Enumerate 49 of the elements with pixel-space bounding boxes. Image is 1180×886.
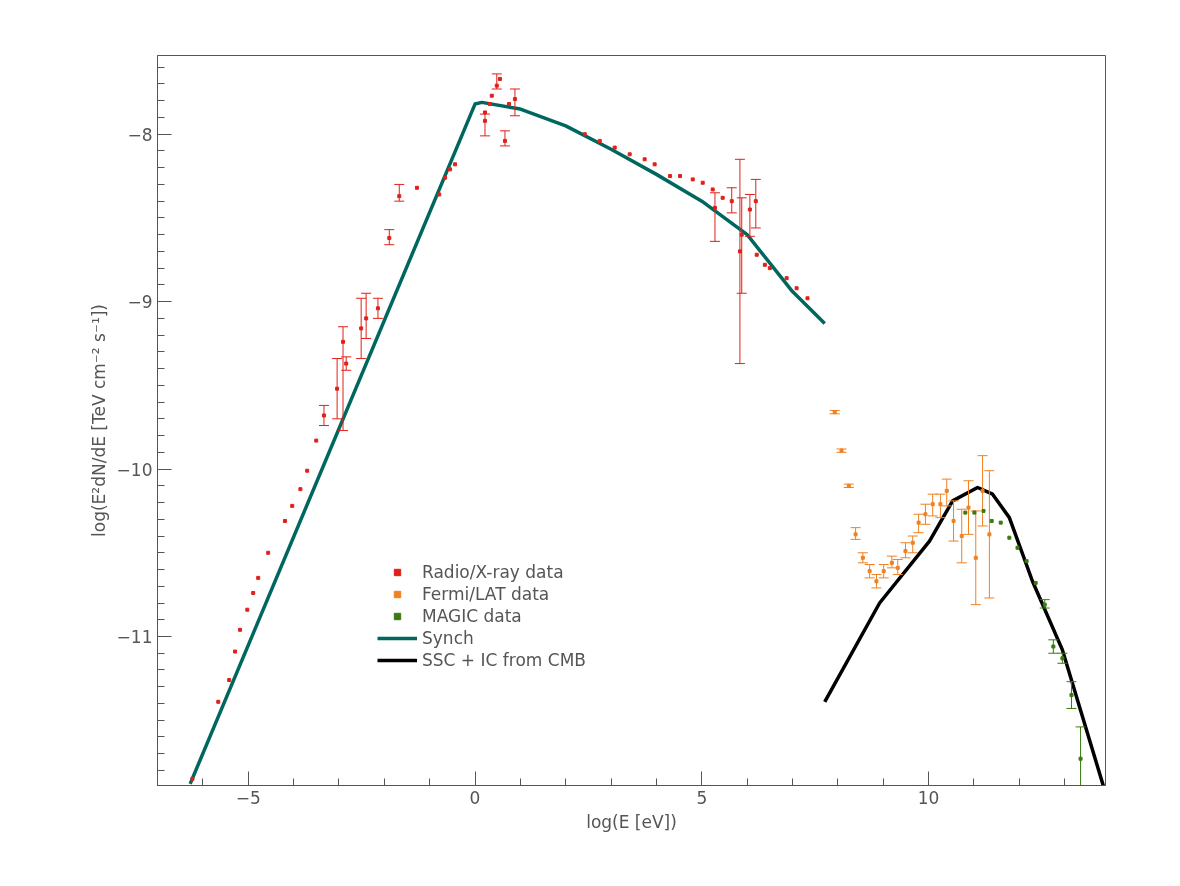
y-tick-label: −9 <box>127 292 153 313</box>
y-tick-label: −8 <box>127 124 153 145</box>
x-tick-label: 0 <box>469 787 481 808</box>
point <box>903 549 908 554</box>
point <box>881 569 886 574</box>
point <box>930 502 935 507</box>
point <box>916 520 921 525</box>
line-series <box>822 485 1105 786</box>
x-tick-label: −5 <box>235 787 261 808</box>
point <box>1015 545 1020 550</box>
point <box>938 502 943 507</box>
point <box>1033 580 1038 585</box>
point <box>874 579 879 584</box>
x-tick-label: 5 <box>696 787 708 808</box>
point <box>1060 656 1065 661</box>
point <box>963 510 968 515</box>
point <box>1051 644 1056 649</box>
point <box>889 560 894 565</box>
point <box>972 510 977 515</box>
y-axis-title: log(E²dN/dE [TeV cm⁻² s⁻¹]) <box>88 304 109 537</box>
point <box>987 532 992 537</box>
point <box>1024 559 1029 564</box>
point <box>867 569 872 574</box>
y-tick-label: −11 <box>116 626 153 647</box>
x-tick-label: 10 <box>917 787 940 808</box>
legend-label: MAGIC data <box>422 606 522 626</box>
point <box>973 555 978 560</box>
point <box>959 534 964 539</box>
point <box>966 505 971 510</box>
legend-label: Fermi/LAT data <box>422 584 550 604</box>
point <box>1069 693 1074 698</box>
point <box>980 488 985 493</box>
point <box>944 488 949 493</box>
point <box>853 532 858 537</box>
y-tick-label: −10 <box>116 459 153 480</box>
point <box>951 518 956 523</box>
point <box>989 518 994 523</box>
point <box>981 508 986 513</box>
point <box>860 555 865 560</box>
point <box>923 512 928 517</box>
legend-label: Radio/X-ray data <box>422 562 564 582</box>
legend-label: SSC + IC from CMB <box>422 650 586 670</box>
point <box>998 520 1003 525</box>
x-axis-title: log(E [eV]) <box>586 811 677 832</box>
point <box>1078 756 1083 761</box>
point <box>910 540 915 545</box>
point <box>1007 535 1012 540</box>
point <box>895 565 900 570</box>
legend-label: Synch <box>422 628 474 648</box>
